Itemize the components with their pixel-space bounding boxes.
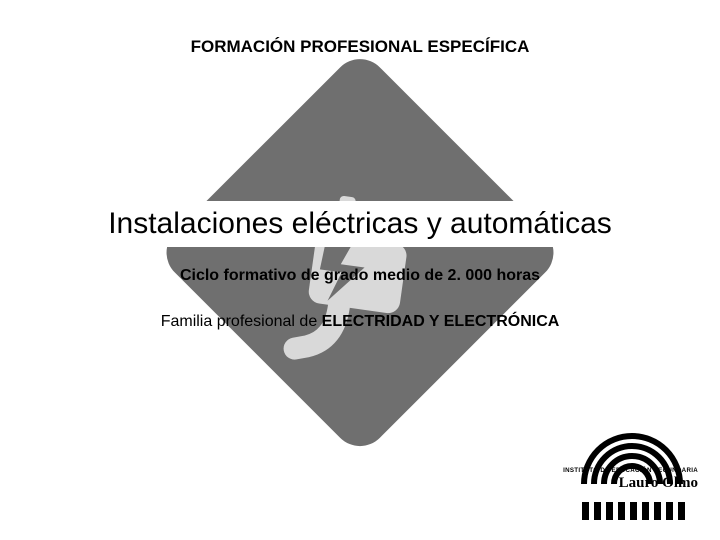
logo-name: Lauro Olmo <box>563 476 698 491</box>
school-logo: INSTITUTO DE EDUCACIÓN SECUNDARIA Lauro … <box>562 422 702 522</box>
subtitle-line-2: Familia profesional de ELECTRIDAD Y ELEC… <box>0 313 720 331</box>
slide-header: FORMACIÓN PROFESIONAL ESPECÍFICA <box>0 37 720 57</box>
subtitle2-prefix: Familia profesional de <box>161 313 322 330</box>
main-title: Instalaciones eléctricas y automáticas <box>0 207 720 241</box>
logo-subtitle: INSTITUTO DE EDUCACIÓN SECUNDARIA <box>563 468 698 474</box>
subtitle2-bold: ELECTRIDAD Y ELECTRÓNICA <box>322 313 560 330</box>
logo-text: INSTITUTO DE EDUCACIÓN SECUNDARIA Lauro … <box>563 468 698 491</box>
slide-content: FORMACIÓN PROFESIONAL ESPECÍFICA Instala… <box>0 0 720 540</box>
subtitle-line-1: Ciclo formativo de grado medio de 2. 000… <box>0 267 720 285</box>
title-band: Instalaciones eléctricas y automáticas <box>0 201 720 247</box>
